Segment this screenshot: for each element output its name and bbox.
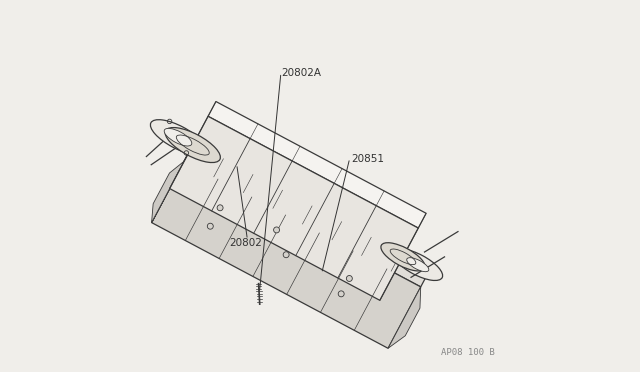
Polygon shape [152,143,194,222]
Circle shape [346,276,353,282]
Text: 20851: 20851 [351,154,385,164]
Polygon shape [170,116,419,300]
Circle shape [217,205,223,211]
Text: AP08 100 B: AP08 100 B [441,348,495,357]
Ellipse shape [150,120,205,155]
Ellipse shape [393,249,443,280]
Ellipse shape [407,258,429,272]
Polygon shape [152,161,184,222]
Circle shape [207,223,213,229]
Polygon shape [184,143,430,287]
Text: 20802A: 20802A [281,68,321,78]
Polygon shape [388,287,420,348]
Polygon shape [152,161,420,348]
Circle shape [273,227,280,233]
Circle shape [338,291,344,297]
Ellipse shape [165,128,220,163]
Polygon shape [208,102,426,228]
Circle shape [283,252,289,258]
Text: 20802: 20802 [229,237,262,247]
Ellipse shape [381,243,425,271]
Ellipse shape [164,128,192,146]
